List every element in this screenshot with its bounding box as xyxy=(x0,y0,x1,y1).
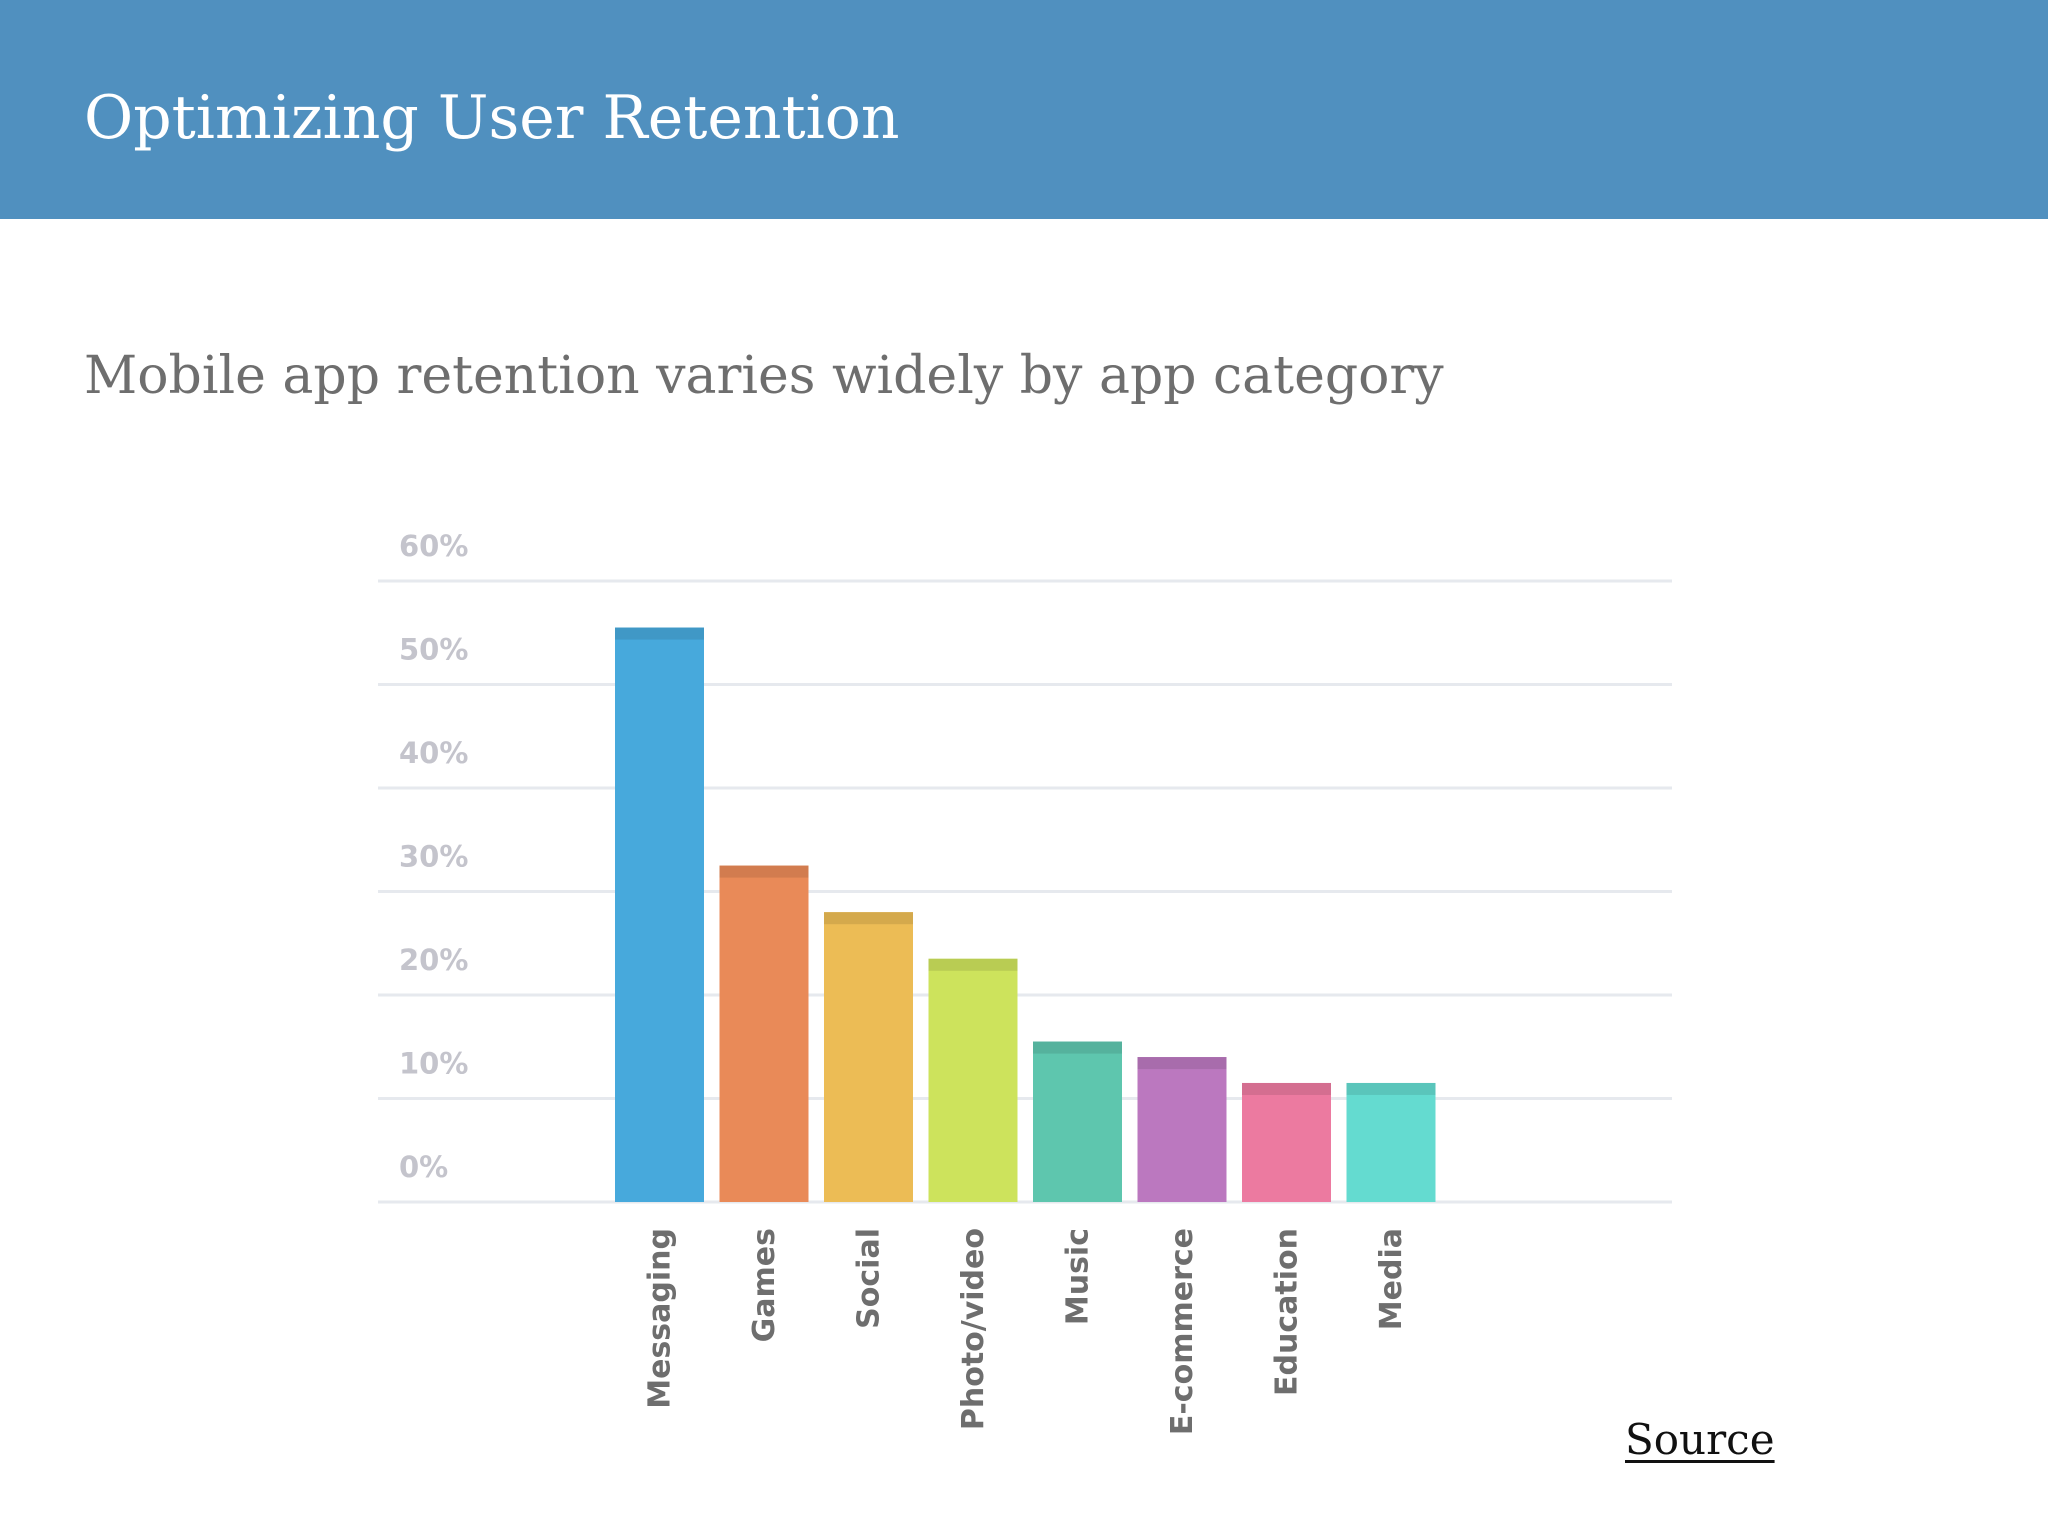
chart-category-labels: Messaging Games Social Photo/video Music E-co… xyxy=(643,1228,1410,1435)
bar-e-commerce xyxy=(1137,1057,1227,1202)
bar-cap xyxy=(928,958,1018,971)
x-category-label: Media xyxy=(1374,1228,1409,1330)
y-tick-label: 10% xyxy=(399,1047,468,1081)
bar-music xyxy=(1033,1041,1122,1202)
bar-cap xyxy=(719,865,809,878)
bar-cap xyxy=(1346,1082,1436,1095)
slide-header: Optimizing User Retention xyxy=(0,0,2048,219)
bar-cap xyxy=(1033,1041,1122,1054)
y-tick-label: 30% xyxy=(399,840,468,874)
x-category-label: Education xyxy=(1270,1228,1305,1396)
bar-cap xyxy=(824,912,913,925)
x-category-label: Music xyxy=(1061,1228,1096,1325)
bar-cap xyxy=(1242,1082,1331,1095)
bar-photo-video xyxy=(928,958,1018,1202)
slide-subtitle: Mobile app retention varies widely by ap… xyxy=(84,346,1444,406)
bar-cap xyxy=(1137,1057,1227,1070)
bar-education xyxy=(1242,1082,1331,1202)
chart-gridlines xyxy=(378,579,1672,1204)
chart-y-ticks: 0% 10% 20% 30% 40% 50% 60% xyxy=(399,529,468,1184)
page-title: Optimizing User Retention xyxy=(84,83,900,153)
bar-media xyxy=(1346,1082,1436,1202)
bar-cap xyxy=(615,627,704,640)
bar-social xyxy=(824,912,913,1202)
x-category-label: Photo/video xyxy=(956,1228,991,1430)
chart-bars xyxy=(615,627,1436,1202)
y-tick-label: 20% xyxy=(399,943,468,977)
x-category-label: E-commerce xyxy=(1165,1228,1200,1435)
source-link[interactable]: Source xyxy=(1625,1415,1775,1464)
y-tick-label: 0% xyxy=(399,1150,448,1184)
bar-games xyxy=(719,865,809,1202)
bar-messaging xyxy=(615,627,704,1202)
x-category-label: Social xyxy=(852,1228,887,1329)
y-tick-label: 50% xyxy=(399,633,468,667)
y-tick-label: 60% xyxy=(399,529,468,563)
x-category-label: Games xyxy=(747,1228,782,1342)
y-tick-label: 40% xyxy=(399,736,468,770)
x-category-label: Messaging xyxy=(643,1228,678,1409)
